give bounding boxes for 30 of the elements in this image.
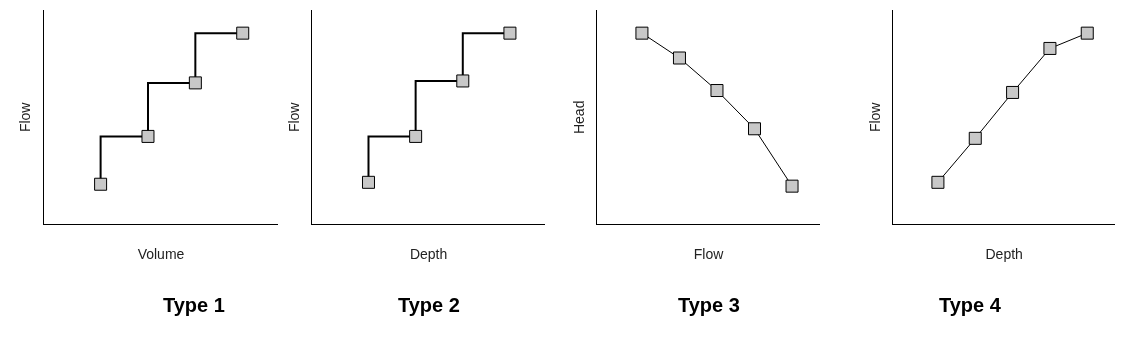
point: [968, 131, 982, 145]
point: [362, 175, 375, 189]
point: [1043, 41, 1057, 55]
x-axis-title: Flow: [693, 246, 725, 263]
y-axis-title: Flow: [17, 101, 34, 133]
x-axis-title: Depth: [985, 246, 1023, 263]
point: [94, 177, 108, 191]
y-axis-title: Flow: [285, 101, 302, 133]
point: [409, 129, 423, 143]
text: Type 2: [398, 294, 460, 316]
y-axis-title: Head: [570, 100, 587, 135]
point: [1006, 85, 1020, 99]
point: [141, 129, 155, 143]
point: [672, 51, 686, 65]
text: Type 1: [163, 294, 225, 316]
x-axis-title: Depth: [409, 246, 448, 263]
text: Type 4: [939, 294, 1002, 316]
y-axis-title: Flow: [866, 101, 883, 133]
point: [188, 76, 202, 90]
point: [710, 84, 724, 98]
point: [503, 26, 517, 40]
text: Type 3: [678, 294, 740, 316]
point: [236, 26, 250, 40]
point: [785, 179, 799, 193]
point: [635, 26, 649, 40]
x-axis-title: Volume: [137, 246, 185, 263]
point: [1080, 26, 1094, 40]
point: [931, 175, 945, 189]
point: [748, 122, 762, 136]
point: [456, 74, 470, 88]
